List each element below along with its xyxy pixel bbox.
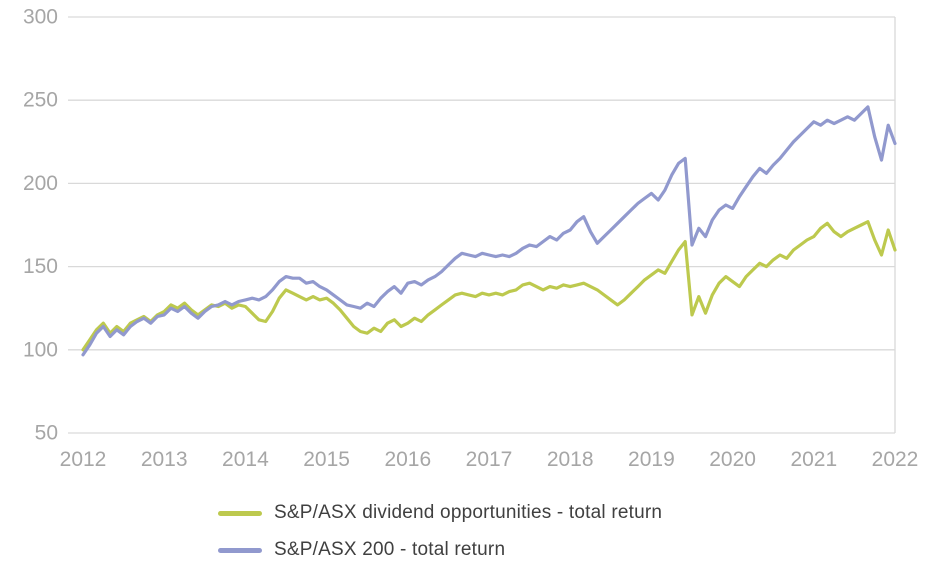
x-tick-label-2020: 2020: [709, 448, 756, 471]
x-tick-label-2022: 2022: [872, 448, 919, 471]
y-tick-label-100: 100: [23, 338, 58, 361]
legend-swatch-dividend-opportunities-icon: [218, 510, 262, 516]
x-tick-label-2017: 2017: [466, 448, 513, 471]
series-line-0: [81, 220, 897, 352]
x-tick-label-2021: 2021: [790, 448, 837, 471]
y-tick-label-150: 150: [23, 255, 58, 278]
x-tick-label-2013: 2013: [141, 448, 188, 471]
legend-label-dividend-opportunities: S&P/ASX dividend opportunities - total r…: [274, 502, 663, 523]
line-chart: 50 100 150 200 250 300 2012 2013 2014 2015 2016 201…: [23, 6, 919, 472]
y-tick-label-250: 250: [23, 89, 58, 112]
x-tick-label-2014: 2014: [222, 448, 269, 471]
legend: S&P/ASX dividend opportunities - total r…: [0, 502, 929, 561]
x-tick-label-2012: 2012: [60, 448, 107, 471]
y-tick-label-300: 300: [23, 6, 58, 29]
x-tick-label-2019: 2019: [628, 448, 675, 471]
legend-label-asx200: S&P/ASX 200 - total return: [274, 539, 506, 560]
x-tick-label-2016: 2016: [384, 448, 431, 471]
legend-item-dividend-opportunities: S&P/ASX dividend opportunities - total r…: [218, 502, 929, 524]
y-tick-label-50: 50: [35, 422, 58, 445]
legend-item-asx200: S&P/ASX 200 - total return: [218, 539, 929, 561]
legend-swatch-asx200-icon: [218, 547, 262, 553]
x-tick-label-2015: 2015: [303, 448, 350, 471]
series-line-1: [81, 105, 897, 357]
x-tick-label-2018: 2018: [547, 448, 594, 471]
y-tick-label-200: 200: [23, 172, 58, 195]
